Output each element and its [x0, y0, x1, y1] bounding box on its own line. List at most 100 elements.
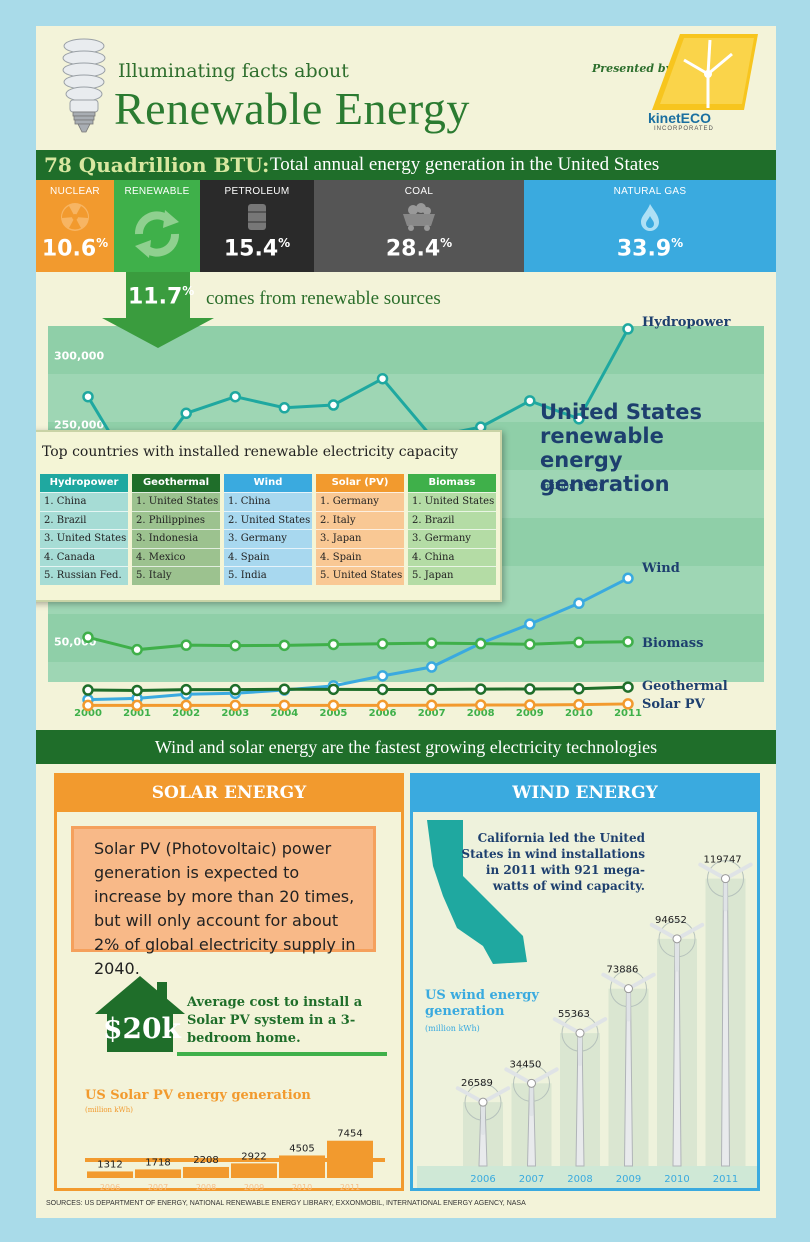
bar-category-label: 2009	[244, 1183, 264, 1192]
energy-block-nuclear: NUCLEAR 10.6%	[36, 180, 114, 272]
energy-total-banner: 78 Quadrillion BTU: Total annual energy …	[36, 150, 776, 180]
energy-block-renewable: RENEWABLE	[114, 180, 200, 272]
x-tick-label: 2001	[123, 708, 151, 719]
install-cost-text: Average cost to install a Solar PV syste…	[187, 995, 363, 1046]
data-point	[180, 683, 192, 696]
data-point	[82, 684, 94, 696]
x-tick-label: 2002	[172, 708, 200, 719]
turbine-blade	[626, 972, 656, 991]
data-point	[327, 683, 340, 696]
data-point	[622, 681, 634, 693]
data-point	[229, 390, 242, 403]
data-point	[474, 699, 487, 711]
bar-category-label: 2010	[664, 1174, 689, 1185]
table-cell: 1. China	[40, 492, 128, 511]
table-cell: 2. Brazil	[40, 510, 128, 529]
turbine-blade	[578, 1017, 608, 1036]
table-cell: 4. Mexico	[132, 547, 220, 566]
data-point	[278, 699, 291, 712]
bar	[135, 1169, 181, 1178]
flame-icon	[641, 204, 659, 231]
energy-pct-petroleum: 15.4%	[223, 236, 291, 262]
line-chart-units: (million kWh)	[540, 482, 602, 492]
sources-footnote: SOURCES: US DEPARTMENT OF ENERGY, NATION…	[46, 1200, 526, 1207]
logo-tagline: INCORPORATED	[654, 126, 714, 132]
house-icon	[95, 976, 185, 1052]
renewable-share-text: comes from renewable sources	[206, 288, 441, 309]
bar	[183, 1166, 229, 1178]
table-cell: 4. Spain	[316, 547, 404, 566]
bar-value-label: 94652	[655, 915, 687, 926]
turbine-tower	[720, 878, 731, 1167]
data-point	[278, 683, 291, 695]
data-point	[425, 683, 438, 696]
wind-chart-units: (million kWh)	[425, 1024, 480, 1033]
table-column: Biomass 1. United States 2. Brazil 3. Germa…	[408, 474, 496, 585]
series-line	[87, 685, 629, 692]
x-tick-label: 2003	[221, 708, 249, 719]
data-point	[131, 699, 143, 712]
data-point	[180, 407, 192, 420]
table-cell: 1. Germany	[316, 492, 404, 511]
table-cell: 5. Japan	[408, 566, 496, 585]
bar	[231, 1163, 277, 1178]
turbine-hub	[672, 934, 682, 944]
banner-total: 78 Quadrillion BTU:	[44, 153, 270, 177]
table-cell: 2. Brazil	[408, 510, 496, 529]
energy-pct-nuclear: 10.6%	[41, 236, 109, 262]
series-label: Wind	[641, 561, 680, 576]
data-point	[229, 639, 242, 652]
series-label: Hydropower	[642, 315, 731, 330]
title-kicker: Illuminating facts about	[118, 60, 349, 82]
x-tick-label: 2004	[270, 708, 298, 719]
data-point	[425, 661, 438, 673]
table-header-cell: Wind	[224, 474, 312, 492]
solar-fact: Solar PV (Photovoltaic) power generation…	[94, 839, 356, 978]
radiation-icon	[61, 203, 89, 231]
bar-value-label: 1312	[97, 1159, 122, 1170]
data-point	[573, 698, 585, 711]
bar-category-label: 2008	[567, 1174, 592, 1185]
renewable-share: 11.7%	[128, 284, 195, 310]
bar-value-label: 2208	[193, 1155, 218, 1166]
energy-label: PETROLEUM	[224, 186, 290, 197]
bar-category-label: 2006	[470, 1174, 495, 1185]
data-point	[622, 572, 634, 585]
data-point	[474, 683, 487, 695]
turbine-blade	[455, 1086, 485, 1105]
bar-value-label: 55363	[558, 1009, 590, 1020]
turbine-hub	[478, 1097, 488, 1107]
mine-cart-icon	[403, 203, 435, 231]
energy-block-natural-gas: NATURAL GAS 33.9%	[524, 180, 776, 272]
table-cell: 2. Italy	[316, 510, 404, 529]
wind-header: WIND ENERGY	[413, 776, 757, 812]
data-point	[622, 698, 634, 710]
california-map-icon	[427, 820, 527, 964]
solar-fact-box: Solar PV (Photovoltaic) power generation…	[71, 826, 376, 978]
page-title: Renewable Energy	[114, 83, 470, 134]
table-cell: 3. Germany	[408, 529, 496, 548]
bar-baseline	[85, 1158, 385, 1162]
data-point	[425, 699, 438, 712]
energy-block-petroleum: PETROLEUM 15.4%	[200, 180, 314, 272]
table-cell: 5. India	[224, 566, 312, 585]
x-tick-label: 2007	[418, 708, 446, 719]
bar-value-label: 4505	[289, 1143, 314, 1154]
energy-pct-coal: 28.4%	[385, 236, 453, 262]
table-header-cell: Solar (PV)	[316, 474, 404, 492]
bar-value-label: 26589	[461, 1078, 493, 1089]
energy-label: RENEWABLE	[124, 186, 190, 197]
data-point	[425, 637, 438, 649]
table-cell: 2. United States	[224, 510, 312, 529]
table-header-cell: Biomass	[408, 474, 496, 492]
turbine-blade	[552, 1017, 582, 1036]
series-line	[87, 702, 629, 707]
data-point	[82, 390, 94, 403]
table-cell: 4. Canada	[40, 547, 128, 566]
data-point	[573, 597, 585, 610]
bar-category-label: 2008	[196, 1183, 216, 1192]
bar	[279, 1155, 325, 1178]
bar-category-label: 2007	[148, 1183, 168, 1192]
data-point	[474, 637, 487, 650]
turbine-hub	[721, 874, 730, 884]
